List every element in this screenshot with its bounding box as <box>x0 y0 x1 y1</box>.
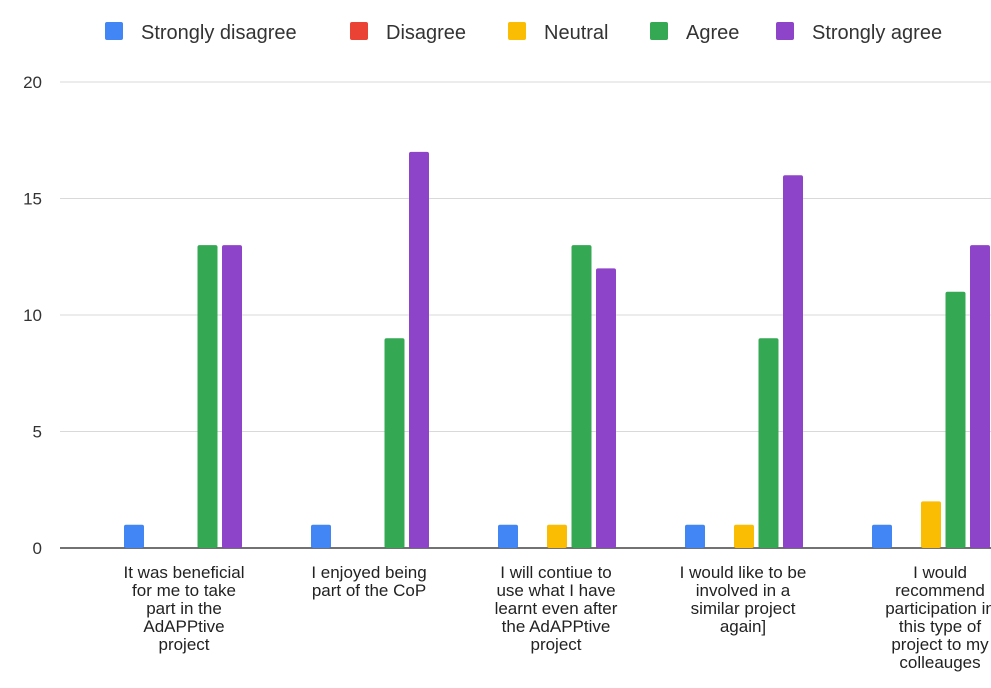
bar-2-2 <box>547 524 567 548</box>
x-category-line: It was beneficial <box>124 563 245 582</box>
x-category-line: project <box>158 635 209 654</box>
x-category-line: project to my <box>891 635 989 654</box>
x-category-line: I would like to be <box>680 563 807 582</box>
legend-label-2: Neutral <box>544 22 608 44</box>
bar-2-3 <box>571 245 592 548</box>
x-category-line: for me to take <box>132 581 236 600</box>
bar-3-2 <box>734 524 754 548</box>
bar-1-0 <box>311 524 331 548</box>
x-category-label-2: I will contiue to use what I have learnt e… <box>495 563 618 654</box>
x-category-line: participation in <box>885 599 991 618</box>
y-tick-label: 20 <box>23 73 42 92</box>
x-category-line: the AdAPPtive <box>502 617 611 636</box>
x-category-line: project <box>530 635 581 654</box>
bar-0-4 <box>222 245 242 548</box>
x-category-line: AdAPPtive <box>143 617 224 636</box>
bar-3-0 <box>685 524 705 548</box>
y-tick-label: 5 <box>33 423 42 442</box>
bar-4-2 <box>921 501 941 548</box>
x-category-line: part in the <box>146 599 222 618</box>
legend-label-3: Agree <box>686 22 739 44</box>
y-tick-label: 0 <box>33 539 42 558</box>
bar-1-3 <box>384 338 405 548</box>
bar-1-4 <box>409 151 429 548</box>
y-tick-label: 10 <box>23 306 42 325</box>
y-tick-label: 15 <box>23 190 42 209</box>
x-category-label-1: I enjoyed being part of the CoP <box>311 563 426 600</box>
legend-swatch-4 <box>776 22 794 40</box>
x-category-line: involved in a <box>696 581 791 600</box>
x-category-label-3: I would like to be involved in a similar p… <box>680 563 807 636</box>
legend-swatch-2 <box>508 22 526 40</box>
x-category-line: similar project <box>691 599 796 618</box>
bar-4-4 <box>970 245 990 548</box>
bar-3-3 <box>758 338 779 548</box>
bar-4-3 <box>945 291 966 548</box>
x-category-line: learnt even after <box>495 599 618 618</box>
x-category-line: again] <box>720 617 766 636</box>
x-category-line: this type of <box>899 617 981 636</box>
bar-0-0 <box>124 524 144 548</box>
x-category-label-0: It was beneficial for me to take part in t… <box>124 563 245 654</box>
bars <box>124 151 990 548</box>
x-category-line: recommend <box>895 581 985 600</box>
legend-swatch-1 <box>350 22 368 40</box>
legend-swatch-3 <box>650 22 668 40</box>
legend-label-0: Strongly disagree <box>141 22 297 44</box>
legend-swatch-0 <box>105 22 123 40</box>
x-category-line: use what I have <box>496 581 615 600</box>
legend-label-4: Strongly agree <box>812 22 942 44</box>
bar-2-0 <box>498 524 518 548</box>
x-category-line: colleauges <box>899 653 980 672</box>
legend-label-1: Disagree <box>386 22 466 44</box>
x-category-line: I would <box>913 563 967 582</box>
y-axis-ticks: 0 5 10 15 20 <box>23 73 42 558</box>
x-category-line: part of the CoP <box>312 581 426 600</box>
bar-3-4 <box>783 175 803 548</box>
legend: Strongly disagree Disagree Neutral Agree Str… <box>105 22 942 44</box>
bar-2-4 <box>596 268 616 548</box>
bar-4-0 <box>872 524 892 548</box>
x-category-line: I enjoyed being <box>311 563 426 582</box>
bar-0-3 <box>197 245 218 548</box>
x-axis-labels: It was beneficial for me to take part in t… <box>124 563 991 672</box>
x-category-line: I will contiue to <box>500 563 612 582</box>
x-category-label-4: I would recommend participation in this typ… <box>885 563 991 672</box>
